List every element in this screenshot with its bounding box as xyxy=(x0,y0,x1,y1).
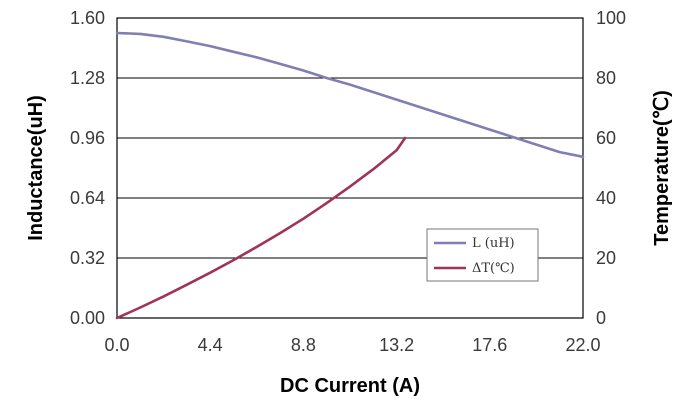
y2-tick-label: 60 xyxy=(596,128,616,148)
y2-tick-labels: 0 20 40 60 80 100 xyxy=(596,8,626,328)
y-tick-label: 0.32 xyxy=(70,248,105,268)
legend-label-inductance: L (uH) xyxy=(472,236,515,251)
y-tick-labels: 0.00 0.32 0.64 0.96 1.28 1.60 xyxy=(70,8,105,328)
x-tick-label: 4.4 xyxy=(198,335,223,355)
plot-frame xyxy=(116,17,584,319)
x-tick-label: 13.2 xyxy=(379,335,414,355)
x-axis-title: DC Current (A) xyxy=(280,375,420,397)
y-tick-label: 0.64 xyxy=(70,188,105,208)
legend-box xyxy=(426,228,539,282)
y2-tick-label: 20 xyxy=(596,248,616,268)
y-tick-label: 0.96 xyxy=(70,128,105,148)
y-tick-label: 1.60 xyxy=(70,8,105,28)
y2-tick-label: 100 xyxy=(596,8,626,28)
axes xyxy=(116,17,584,319)
x-tick-label: 17.6 xyxy=(472,335,507,355)
y2-axis-title: Temperature(℃) xyxy=(651,90,673,245)
y2-tick-label: 80 xyxy=(596,68,616,88)
x-tick-label: 22.0 xyxy=(565,335,600,355)
temperature-line xyxy=(115,136,407,320)
legend-label-temperature: ΔT(℃) xyxy=(472,261,515,276)
x-tick-label: 0.0 xyxy=(104,335,129,355)
series-lines xyxy=(115,31,585,320)
x-tick-labels: 0.0 4.4 8.8 13.2 17.6 22.0 xyxy=(104,335,600,355)
y2-tick-label: 40 xyxy=(596,188,616,208)
y2-tick-label: 0 xyxy=(596,308,606,328)
inductance-line xyxy=(115,31,585,159)
y-tick-label: 1.28 xyxy=(70,68,105,88)
legend: L (uH) ΔT(℃) xyxy=(426,228,539,282)
y-tick-label: 0.00 xyxy=(70,308,105,328)
x-tick-label: 8.8 xyxy=(291,335,316,355)
y-axis-title: Inductance(uH) xyxy=(25,95,47,241)
